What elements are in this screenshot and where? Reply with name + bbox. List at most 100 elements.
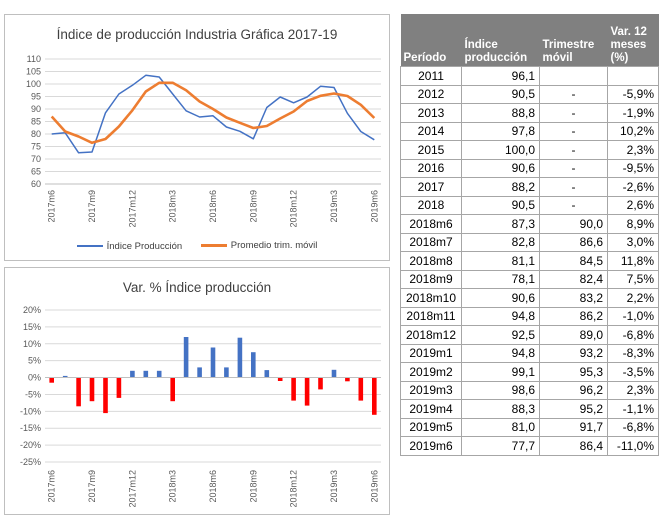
cell-period: 2015 xyxy=(400,140,462,160)
table-row: 2019m2 99,1 95,3 -3,5% xyxy=(400,362,659,382)
bar xyxy=(116,377,122,398)
cell-var: -2,6% xyxy=(607,177,659,197)
bar-chart-canvas: -25% -20% -15% -10% -5% 0% 5% 10% 15% 20% 2017m6 20… xyxy=(20,305,381,508)
cell-index: 78,1 xyxy=(461,269,540,289)
table-row: 2011 96,1 xyxy=(400,66,659,86)
y-tick-label: 100 xyxy=(26,79,41,89)
table-row: 2019m6 77,7 86,4 -11,0% xyxy=(400,436,659,456)
y-tick-label: -25% xyxy=(20,457,41,467)
cell-period: 2018 xyxy=(400,195,462,215)
bar xyxy=(183,337,189,378)
cell-moving-quarter: 89,0 xyxy=(539,325,608,345)
bar xyxy=(237,337,243,378)
cell-moving-quarter: 86,2 xyxy=(539,306,608,326)
cell-moving-quarter: 86,6 xyxy=(539,232,608,252)
bar xyxy=(304,377,310,406)
cell-period: 2018m9 xyxy=(400,269,462,289)
cell-var: -6,8% xyxy=(607,325,659,345)
cell-index: 88,3 xyxy=(461,399,540,419)
chart-title: Var. % Índice producción xyxy=(122,280,272,295)
cell-index: 96,1 xyxy=(461,66,540,86)
cell-moving-quarter: - xyxy=(539,195,608,215)
cell-moving-quarter: 86,4 xyxy=(539,436,608,456)
cell-var: 2,2% xyxy=(607,288,659,308)
series-line-1 xyxy=(51,74,375,154)
bar xyxy=(331,369,337,378)
legend-label: Índice Producción xyxy=(106,240,183,252)
table-row: 2018m8 81,1 84,5 11,8% xyxy=(400,251,659,271)
y-tick-label: -15% xyxy=(20,423,41,433)
cell-moving-quarter xyxy=(539,66,608,86)
header-var-12m: Var. 12 meses (%) xyxy=(607,14,659,67)
cell-index: 77,7 xyxy=(461,436,540,456)
x-tick-label: 2018m3 xyxy=(168,470,178,503)
legend-item-index: Índice Producción xyxy=(76,240,183,252)
chart-title: Índice de producción Industria Gráfica 2… xyxy=(56,27,338,42)
y-tick-label: 70 xyxy=(31,154,41,164)
table-row: 2018m6 87,3 90,0 8,9% xyxy=(400,214,659,234)
cell-moving-quarter: 96,2 xyxy=(539,380,608,400)
bar xyxy=(210,347,216,378)
y-tick-label: -10% xyxy=(20,406,41,416)
production-table: Período Índice producción Trimestre móvil … xyxy=(400,14,659,456)
bar xyxy=(345,377,350,382)
bar xyxy=(130,370,135,378)
cell-var: 2,6% xyxy=(607,195,659,215)
header-moving-quarter: Trimestre móvil xyxy=(539,14,608,67)
cell-index: 90,5 xyxy=(461,84,540,104)
legend-swatch-orange xyxy=(200,244,227,247)
cell-var xyxy=(607,66,659,86)
cell-moving-quarter: - xyxy=(539,121,608,141)
cell-index: 90,5 xyxy=(461,195,540,215)
header-index: Índice producción xyxy=(461,14,540,67)
cell-moving-quarter: 95,2 xyxy=(539,399,608,419)
cell-moving-quarter: - xyxy=(539,158,608,178)
header-period: Período xyxy=(400,14,462,67)
cell-moving-quarter: 84,5 xyxy=(539,251,608,271)
x-tick-label: 2019m3 xyxy=(329,190,339,223)
x-tick-label: 2018m12 xyxy=(289,470,299,508)
cell-index: 94,8 xyxy=(461,343,540,363)
x-tick-label: 2018m6 xyxy=(208,190,218,223)
x-tick-label: 2018m12 xyxy=(289,190,299,228)
cell-var: 7,5% xyxy=(607,269,659,289)
production-index-chart: Índice de producción Industria Gráfica 2… xyxy=(4,14,390,261)
table-row: 2014 97,8-10,2% xyxy=(400,121,659,141)
bar xyxy=(197,367,202,378)
bar xyxy=(291,377,296,401)
cell-moving-quarter: 83,2 xyxy=(539,288,608,308)
variation-chart: Var. % Índice producción -25% -20% -15% -10… xyxy=(4,267,390,515)
bar xyxy=(264,370,270,378)
y-tick-label: 75 xyxy=(31,142,41,152)
cell-index: 88,2 xyxy=(461,177,540,197)
table-row: 2018m10 90,6 83,2 2,2% xyxy=(400,288,659,308)
legend-label: Promedio trim. móvil xyxy=(230,240,318,251)
bar xyxy=(224,367,229,378)
cell-index: 81,0 xyxy=(461,417,540,437)
y-tick-label: 10% xyxy=(23,339,41,349)
y-tick-label: 20% xyxy=(23,305,41,315)
bar xyxy=(49,377,54,383)
cell-var: -1,0% xyxy=(607,306,659,326)
y-tick-label: 95 xyxy=(31,92,41,102)
x-tick-label: 2019m3 xyxy=(329,470,339,503)
cell-period: 2019m1 xyxy=(400,343,462,363)
x-tick-label: 2017m12 xyxy=(127,470,137,508)
line-chart-canvas: 60 65 70 75 80 85 90 95 100 105 110 2017m6 2017m9 201… xyxy=(26,54,381,228)
y-tick-label: 65 xyxy=(31,167,41,177)
chart-legend: Índice Producción Promedio trim. móvil xyxy=(5,239,389,252)
cell-moving-quarter: 91,7 xyxy=(539,417,608,437)
cell-index: 90,6 xyxy=(461,158,540,178)
cell-period: 2018m12 xyxy=(400,325,462,345)
cell-var: 2,3% xyxy=(607,380,659,400)
series-line-2 xyxy=(50,81,376,145)
cell-index: 92,5 xyxy=(461,325,540,345)
cell-var: 11,8% xyxy=(607,251,659,271)
cell-var: 10,2% xyxy=(607,121,659,141)
cell-moving-quarter: - xyxy=(539,140,608,160)
cell-index: 98,6 xyxy=(461,380,540,400)
cell-index: 81,1 xyxy=(461,251,540,271)
cell-period: 2013 xyxy=(400,103,462,123)
cell-period: 2017 xyxy=(400,177,462,197)
cell-period: 2018m7 xyxy=(400,232,462,252)
